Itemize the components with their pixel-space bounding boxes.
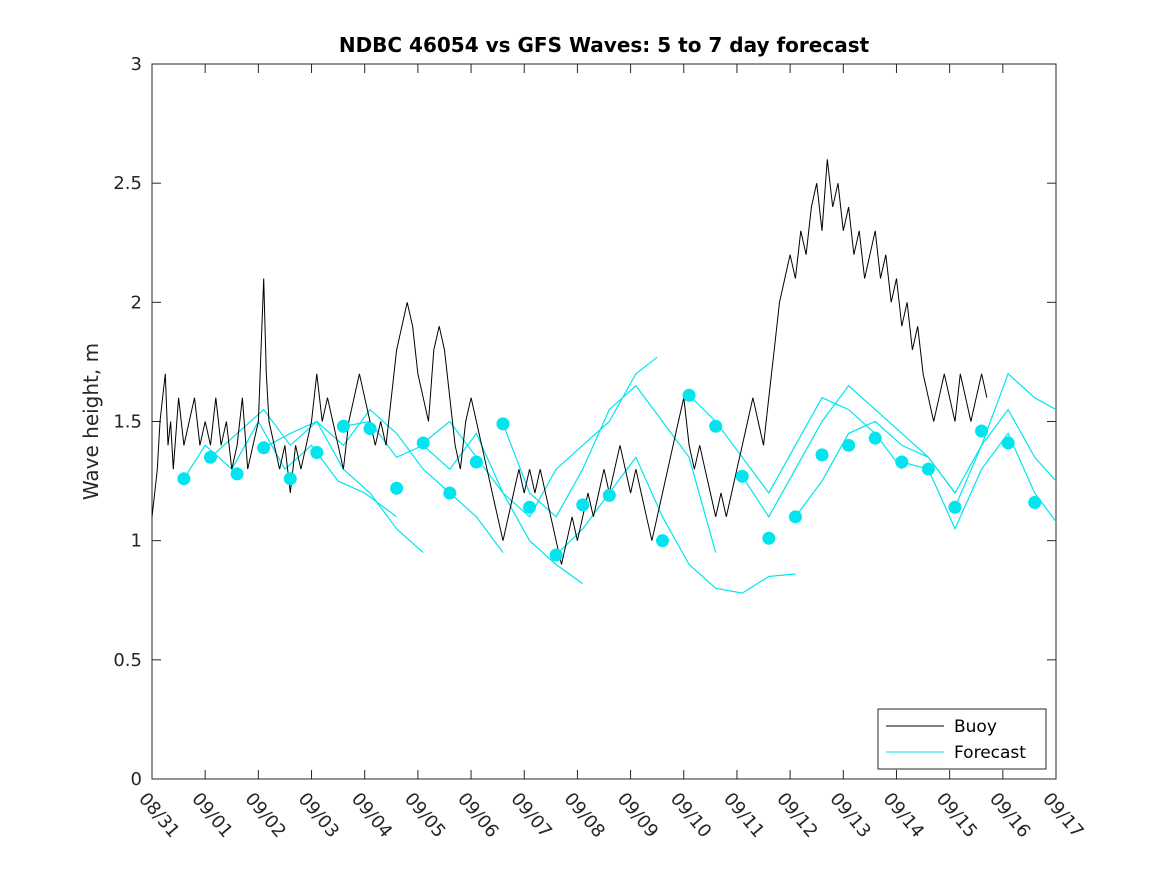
x-tick-label: 09/15 bbox=[932, 789, 981, 842]
x-tick-label: 09/17 bbox=[1038, 789, 1087, 842]
forecast-marker bbox=[523, 500, 537, 514]
forecast-line-9 bbox=[741, 384, 956, 518]
forecast-marker bbox=[363, 422, 377, 436]
x-tick-label: 09/14 bbox=[879, 789, 928, 842]
x-tick-label: 09/06 bbox=[453, 789, 502, 842]
forecast-line-7 bbox=[555, 456, 796, 594]
forecast-marker bbox=[788, 510, 802, 524]
y-axis: 0 0.5 1 1.5 2 2.5 3 bbox=[113, 54, 1056, 790]
buoy-series bbox=[151, 159, 988, 565]
forecast-marker bbox=[975, 424, 989, 438]
y-tick-label: 3 bbox=[131, 54, 142, 75]
x-tick-label: 09/13 bbox=[825, 789, 874, 842]
forecast-marker bbox=[177, 472, 191, 486]
forecast-marker bbox=[336, 419, 350, 433]
x-tick-label: 09/12 bbox=[772, 789, 821, 842]
forecast-marker bbox=[469, 455, 483, 469]
forecast-marker bbox=[576, 498, 590, 512]
forecast-marker bbox=[602, 488, 616, 502]
y-tick-label: 1 bbox=[131, 531, 142, 552]
forecast-marker bbox=[549, 548, 563, 562]
forecast-markers bbox=[177, 388, 1042, 562]
forecast-line-12 bbox=[954, 408, 1057, 508]
forecast-marker bbox=[230, 467, 244, 481]
buoy-line bbox=[151, 159, 988, 565]
forecast-marker bbox=[735, 469, 749, 483]
y-axis-label: Wave height, m bbox=[79, 343, 103, 500]
forecast-marker bbox=[1028, 496, 1042, 510]
forecast-marker bbox=[655, 534, 669, 548]
forecast-marker bbox=[390, 481, 404, 495]
x-tick-label: 09/08 bbox=[560, 789, 609, 842]
x-tick-label: 08/31 bbox=[134, 789, 183, 842]
y-tick-label: 0.5 bbox=[113, 650, 142, 671]
forecast-marker bbox=[921, 462, 935, 476]
forecast-marker bbox=[1001, 436, 1015, 450]
forecast-line-6 bbox=[502, 384, 717, 553]
x-tick-label: 09/09 bbox=[613, 789, 662, 842]
forecast-marker bbox=[709, 419, 723, 433]
x-tick-label: 09/02 bbox=[241, 789, 290, 842]
legend: Buoy Forecast bbox=[877, 708, 1047, 770]
x-tick-label: 09/05 bbox=[400, 789, 449, 842]
x-tick-label: 09/03 bbox=[294, 789, 343, 842]
forecast-line-4 bbox=[343, 420, 584, 585]
forecast-marker bbox=[257, 441, 271, 455]
forecast-line-10 bbox=[794, 372, 1057, 518]
forecast-series bbox=[183, 356, 1057, 594]
x-tick-label: 09/16 bbox=[985, 789, 1034, 842]
y-tick-label: 1.5 bbox=[113, 412, 142, 433]
x-tick-label: 09/07 bbox=[506, 789, 555, 842]
legend-box bbox=[877, 708, 1047, 770]
legend-buoy-label: Buoy bbox=[954, 717, 997, 737]
y-tick-label: 2 bbox=[131, 292, 142, 313]
forecast-marker bbox=[310, 445, 324, 459]
y-tick-label: 0 bbox=[131, 769, 142, 790]
legend-forecast-label: Forecast bbox=[954, 743, 1026, 763]
forecast-marker bbox=[203, 450, 217, 464]
forecast-line-3 bbox=[263, 408, 504, 553]
forecast-marker bbox=[762, 531, 776, 545]
forecast-marker bbox=[868, 431, 882, 445]
forecast-marker bbox=[283, 472, 297, 486]
forecast-marker bbox=[815, 448, 829, 462]
forecast-marker bbox=[895, 455, 909, 469]
forecast-marker bbox=[948, 500, 962, 514]
forecast-marker bbox=[682, 388, 696, 402]
x-tick-label: 09/04 bbox=[347, 789, 396, 842]
forecast-marker bbox=[443, 486, 457, 500]
y-tick-label: 2.5 bbox=[113, 173, 142, 194]
chart-title: NDBC 46054 vs GFS Waves: 5 to 7 day fore… bbox=[339, 33, 870, 57]
x-tick-label: 09/10 bbox=[666, 789, 715, 842]
forecast-marker bbox=[842, 438, 856, 452]
x-tick-label: 09/11 bbox=[719, 789, 768, 842]
x-tick-label: 09/01 bbox=[187, 789, 236, 842]
forecast-marker bbox=[416, 436, 430, 450]
forecast-marker bbox=[496, 417, 510, 431]
